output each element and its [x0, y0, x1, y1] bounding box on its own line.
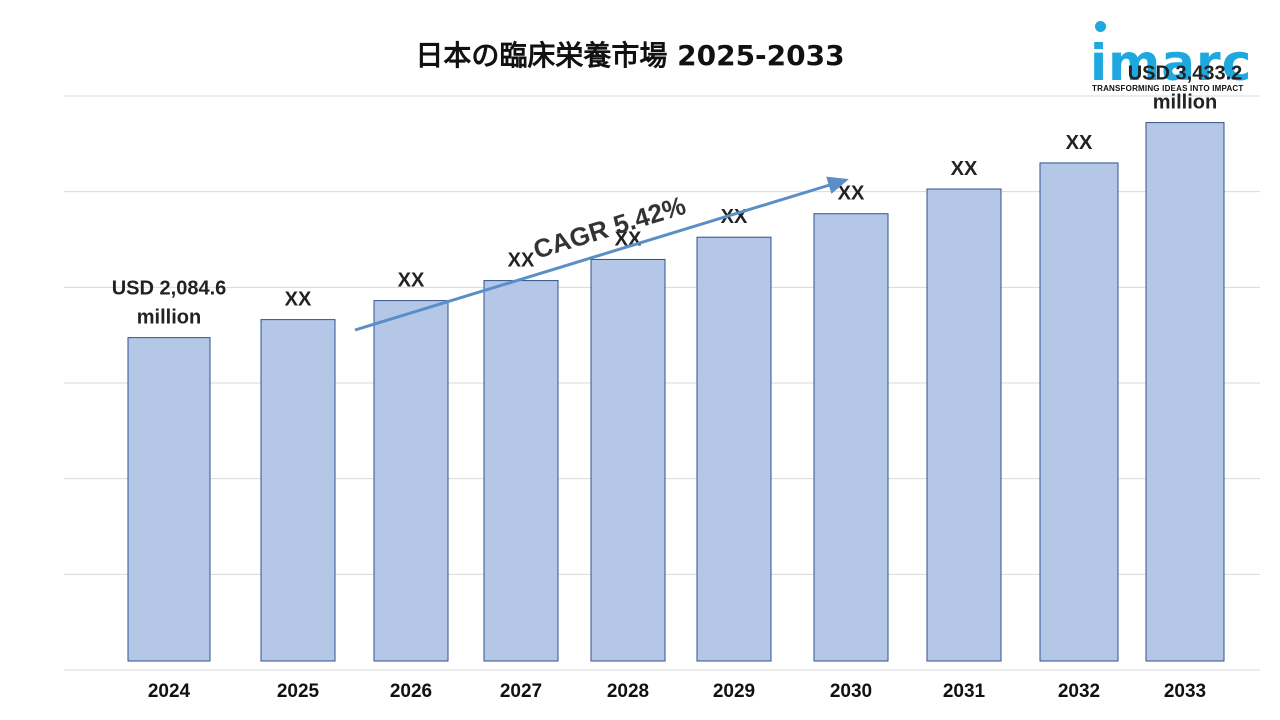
x-tick-2025: 2025 — [277, 681, 320, 702]
bar-2032 — [1039, 162, 1119, 662]
data-label-2033: USD 3,433.2 — [1128, 63, 1243, 85]
data-label-2026: XX — [398, 270, 425, 292]
x-tick-2024: 2024 — [148, 681, 191, 702]
logo-tagline: TRANSFORMING IDEAS INTO IMPACT — [1092, 84, 1244, 93]
data-label-2031: XX — [951, 158, 978, 180]
x-tick-2026: 2026 — [390, 681, 432, 702]
data-label-2025: XX — [285, 289, 312, 311]
x-tick-2027: 2027 — [500, 681, 542, 702]
x-tick-2032: 2032 — [1058, 681, 1100, 702]
data-label-2024: million — [137, 307, 201, 329]
bar-2033 — [1145, 122, 1225, 662]
x-tick-2033: 2033 — [1164, 681, 1206, 702]
bar-2027 — [483, 280, 559, 662]
bar-2024 — [127, 337, 211, 662]
data-label-2033: million — [1153, 92, 1217, 114]
x-tick-2030: 2030 — [830, 681, 872, 702]
x-tick-2031: 2031 — [943, 681, 986, 702]
logo-dot-icon — [1095, 21, 1106, 32]
bars — [127, 122, 1225, 662]
data-label-2030: XX — [838, 183, 865, 205]
x-tick-2028: 2028 — [607, 681, 649, 702]
data-label-2027: XX — [508, 250, 535, 272]
data-label-2032: XX — [1066, 132, 1093, 154]
bar-2028 — [590, 258, 666, 662]
imarc-logo: imarc TRANSFORMING IDEAS INTO IMPACT — [1090, 20, 1262, 100]
bar-2025 — [260, 319, 336, 662]
x-tick-2029: 2029 — [713, 681, 755, 702]
bar-2026 — [373, 300, 449, 662]
chart-title: 日本の臨床栄養市場 2025-2033 — [415, 39, 845, 72]
bar-2029 — [696, 236, 772, 662]
logo-wordmark: imarc — [1090, 34, 1253, 92]
cagr-arrow — [354, 176, 849, 332]
x-tick-labels: 2024 2025 2026 2027 2028 2029 2030 2031 2032 2033 — [148, 681, 1206, 702]
bar-2030 — [813, 213, 889, 662]
bar-2031 — [926, 188, 1002, 662]
data-label-2024: USD 2,084.6 — [112, 278, 227, 300]
